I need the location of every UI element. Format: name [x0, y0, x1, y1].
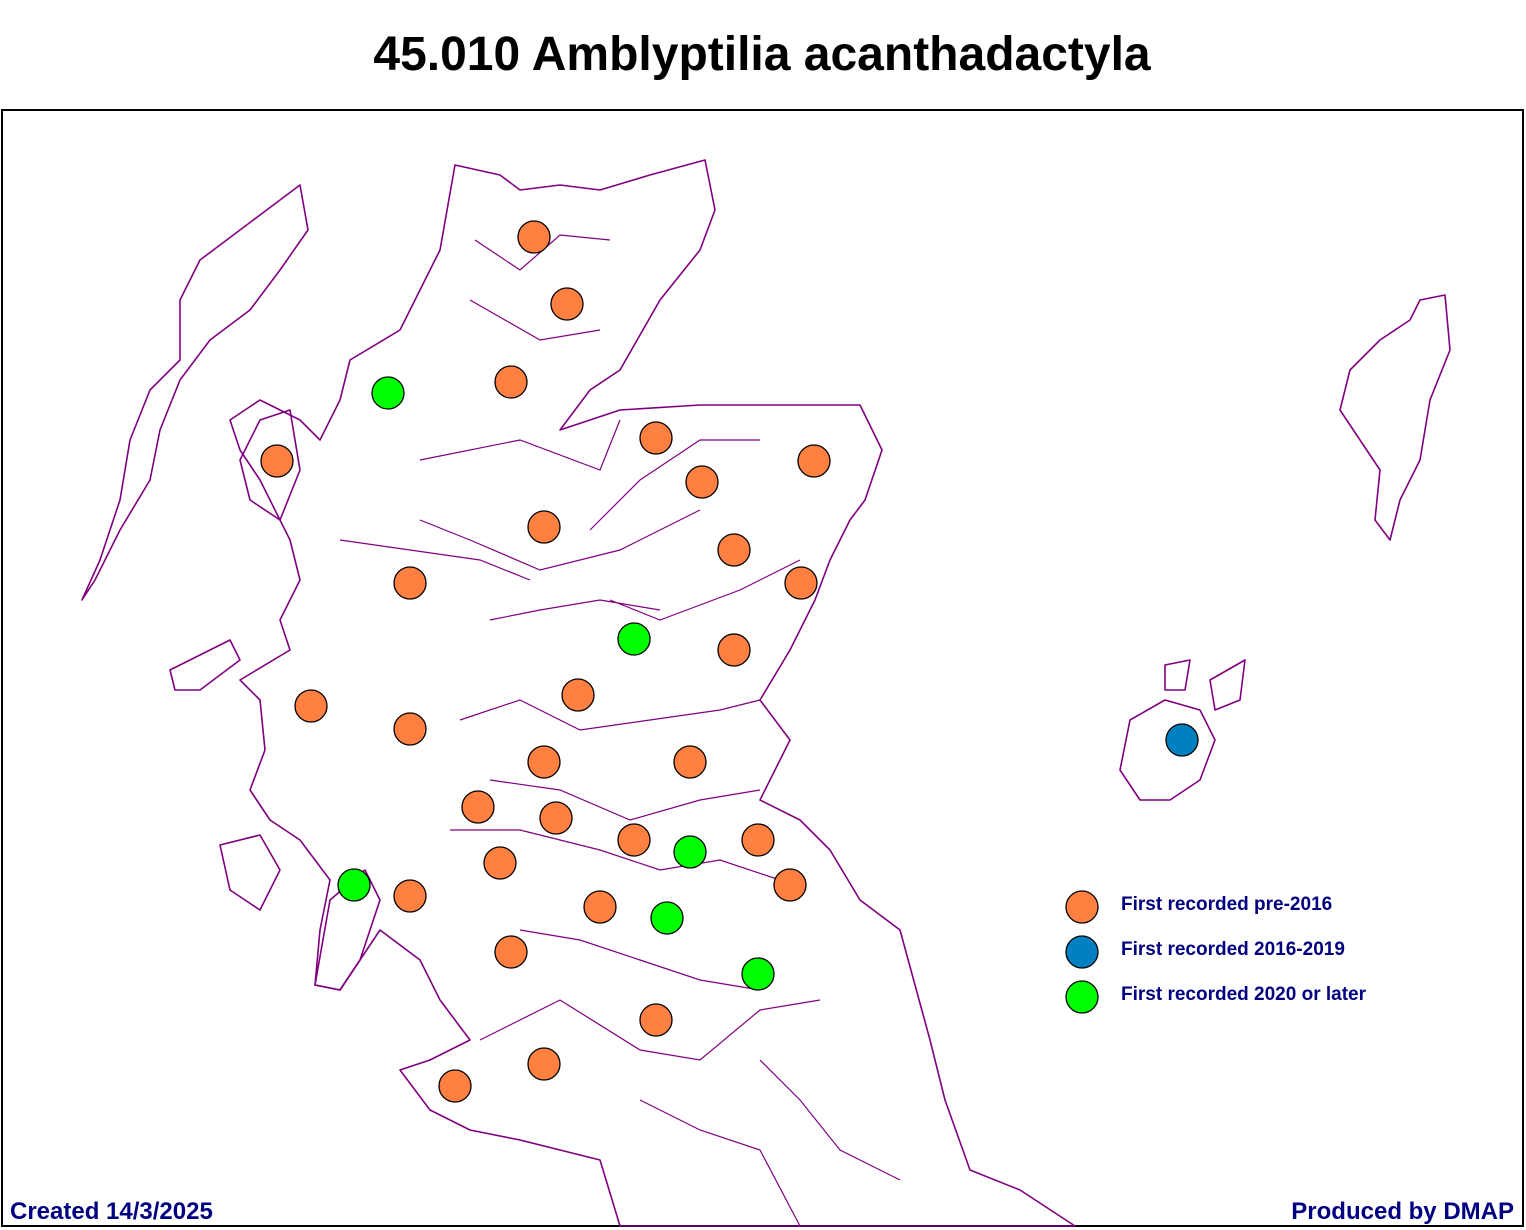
record-dot: [461, 790, 495, 824]
shetland: [1339, 294, 1451, 541]
record-dot: [527, 745, 561, 779]
outer-hebrides: [81, 184, 309, 601]
legend-label: First recorded 2020 or later: [1121, 984, 1367, 1005]
record-dot: [650, 901, 684, 935]
record-dot: [294, 689, 328, 723]
record-dot: [583, 890, 617, 924]
record-dot: [617, 823, 651, 857]
record-dot: [539, 801, 573, 835]
record-dot: [517, 220, 551, 254]
records: [260, 220, 1199, 1103]
created-date: Created 14/3/2025: [10, 1198, 213, 1225]
legend-swatch: [1065, 980, 1099, 1014]
record-dot: [260, 444, 294, 478]
record-dot: [527, 510, 561, 544]
record-dot: [639, 421, 673, 455]
record-dot: [494, 935, 528, 969]
record-dot: [483, 846, 517, 880]
record-dot: [561, 678, 595, 712]
map-title: 45.010 Amblyptilia acanthadactyla: [373, 28, 1151, 81]
record-dot: [337, 868, 371, 902]
legend-swatch: [1065, 935, 1099, 969]
arran-kintyre: [314, 869, 381, 991]
record-dot: [784, 566, 818, 600]
record-dot: [797, 444, 831, 478]
record-dot: [685, 465, 719, 499]
record-dot: [717, 533, 751, 567]
legend-label: First recorded 2016-2019: [1121, 939, 1345, 960]
skye: [239, 409, 301, 521]
orkney: [1119, 659, 1246, 801]
record-dot: [371, 376, 405, 410]
record-dot: [393, 712, 427, 746]
record-dot: [494, 365, 528, 399]
record-dot: [673, 745, 707, 779]
map-frame: [1, 109, 1524, 1227]
legend-swatch: [1065, 890, 1099, 924]
record-dot: [773, 868, 807, 902]
record-dot: [393, 879, 427, 913]
record-dot: [673, 835, 707, 869]
mull: [169, 639, 241, 691]
record-dot: [438, 1069, 472, 1103]
record-dot: [617, 622, 651, 656]
record-dot: [527, 1047, 561, 1081]
record-dot: [741, 957, 775, 991]
record-dot: [639, 1003, 673, 1037]
record-dot: [1165, 723, 1199, 757]
legend: First recorded pre-2016 First recorded 20…: [1065, 890, 1367, 1014]
islay-jura: [219, 834, 281, 911]
record-dot: [717, 633, 751, 667]
mainland: [229, 159, 1076, 1227]
record-dot: [393, 566, 427, 600]
record-dot: [550, 287, 584, 321]
record-dot: [741, 823, 775, 857]
legend-label: First recorded pre-2016: [1121, 894, 1332, 915]
producer: Produced by DMAP: [1291, 1198, 1514, 1225]
coastline: [81, 159, 1451, 1227]
